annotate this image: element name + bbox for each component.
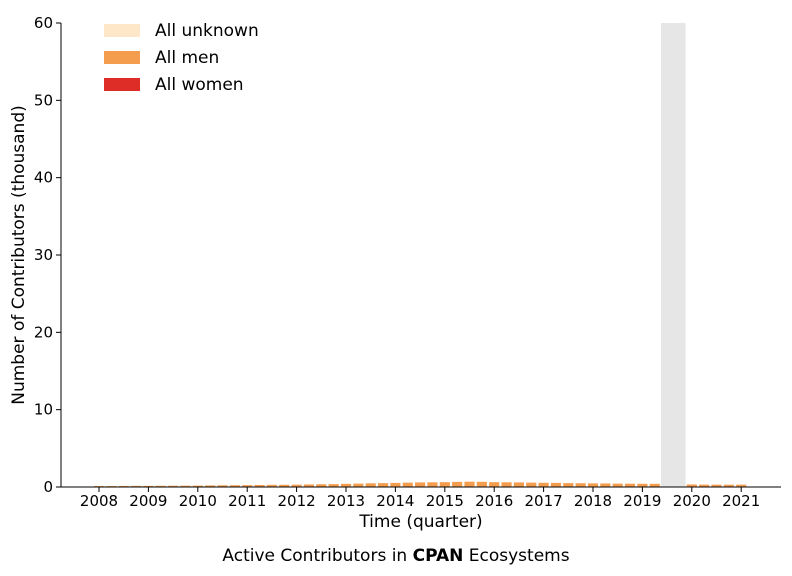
chart-caption: Active Contributors in CPAN Ecosystems [0,546,792,566]
bar-all-men-2020-q1 [686,484,697,487]
axes-layer: 0 10 20 30 40 50 60 2008 2009 2010 2011 2012 2013 201… [34,14,781,510]
bar-all-men-2016-q3 [513,482,524,487]
bar-all-men-2012-q1 [291,484,302,487]
bar-all-men-2008-q1 [93,486,105,487]
x-tick-label-2010: 2010 [179,492,217,510]
bar-all-men-2011-q3 [266,484,277,487]
bar-all-men-2019-q1 [637,483,648,487]
legend-label-all-women: All women [155,75,244,95]
bar-all-men-2010-q2 [205,485,216,487]
x-tick-label-2014: 2014 [376,492,414,510]
legend: All unknown All men All women [104,21,259,95]
bar-all-men-2009-q2 [155,485,166,487]
bar-all-men-2016-q4 [526,482,537,487]
caption-ecosystem-name: CPAN [412,546,464,566]
bar-all-men-2015-q4 [476,481,487,487]
y-tick-label-20: 20 [34,323,53,341]
bar-all-men-2016-q1 [489,482,500,487]
bar-all-men-2020-q3 [711,484,722,487]
bar-all-men-2011-q4 [279,484,290,487]
bar-all-men-2017-q3 [563,483,574,487]
bar-all-men-2017-q1 [538,482,549,487]
x-tick-label-2021: 2021 [722,492,760,510]
shaded-region-layer [660,23,686,487]
x-tick-label-2008: 2008 [80,492,118,510]
bar-all-men-2015-q2 [452,481,463,487]
bar-all-men-2008-q4 [130,485,142,487]
x-tick-label-2012: 2012 [278,492,316,510]
bar-all-men-2016-q2 [501,482,512,487]
legend-label-all-unknown: All unknown [155,21,259,41]
x-tick-label-2013: 2013 [327,492,365,510]
bar-all-men-2012-q4 [328,484,339,487]
bar-all-men-2009-q4 [180,485,191,487]
shaded-region [660,23,686,487]
bar-all-men-2020-q2 [699,484,710,487]
bar-all-men-2020-q4 [723,484,734,487]
x-tick-label-2019: 2019 [623,492,661,510]
y-tick-label-60: 60 [34,14,53,32]
bar-all-men-2009-q1 [143,485,154,487]
y-tick-label-30: 30 [34,246,53,264]
x-tick-label-2017: 2017 [525,492,563,510]
caption-suffix: Ecosystems [463,546,570,566]
x-tick-label-2020: 2020 [673,492,711,510]
x-tick-label-2016: 2016 [475,492,513,510]
bars-layer [93,481,747,487]
bar-all-men-2021-q1 [736,484,747,487]
bar-all-men-2012-q3 [316,484,327,487]
bar-all-men-2014-q1 [390,482,401,487]
y-tick-label-40: 40 [34,169,53,187]
bar-all-men-2011-q1 [242,485,253,487]
x-tick-label-2018: 2018 [574,492,612,510]
bar-all-men-2013-q2 [353,483,364,487]
bar-all-men-2008-q3 [118,485,129,487]
bar-all-men-2010-q1 [192,485,203,487]
x-tick-label-2015: 2015 [426,492,464,510]
bar-all-men-2009-q3 [168,485,179,487]
bar-all-men-2014-q4 [427,482,438,487]
bar-all-men-2008-q2 [106,486,117,487]
y-tick-label-50: 50 [34,91,53,109]
bar-all-men-2013-q1 [340,483,352,487]
bar-all-men-2011-q2 [254,484,265,487]
legend-swatch-all-women [104,78,140,91]
bar-all-men-2019-q2 [649,483,660,487]
x-tick-label-2009: 2009 [129,492,167,510]
legend-swatch-all-unknown [104,24,140,37]
bar-all-men-2013-q4 [377,483,389,487]
bar-all-men-2018-q1 [587,483,599,487]
y-tick-label-10: 10 [34,401,53,419]
bar-all-men-2013-q3 [365,483,376,487]
bar-all-men-2018-q3 [612,483,623,487]
bar-all-men-2012-q2 [303,484,315,487]
bar-all-men-2015-q3 [464,481,475,487]
bar-all-men-2010-q3 [217,485,228,487]
y-axis-title: Number of Contributors (thousand) [9,105,29,405]
y-tick-label-0: 0 [43,478,53,496]
bar-all-men-2015-q1 [439,482,450,487]
bar-all-men-2018-q2 [600,483,611,487]
bar-all-men-2017-q4 [575,483,586,487]
legend-label-all-men: All men [155,48,219,68]
x-axis-title: Time (quarter) [358,512,482,532]
bar-all-men-2018-q4 [624,483,636,487]
legend-swatch-all-men [104,51,140,64]
bar-all-men-2014-q3 [415,482,426,487]
bar-all-men-2014-q2 [402,482,413,487]
caption-prefix: Active Contributors in [222,546,413,566]
x-tick-label-2011: 2011 [228,492,266,510]
bar-all-men-2017-q2 [550,482,562,487]
bar-all-men-2010-q4 [229,485,240,487]
